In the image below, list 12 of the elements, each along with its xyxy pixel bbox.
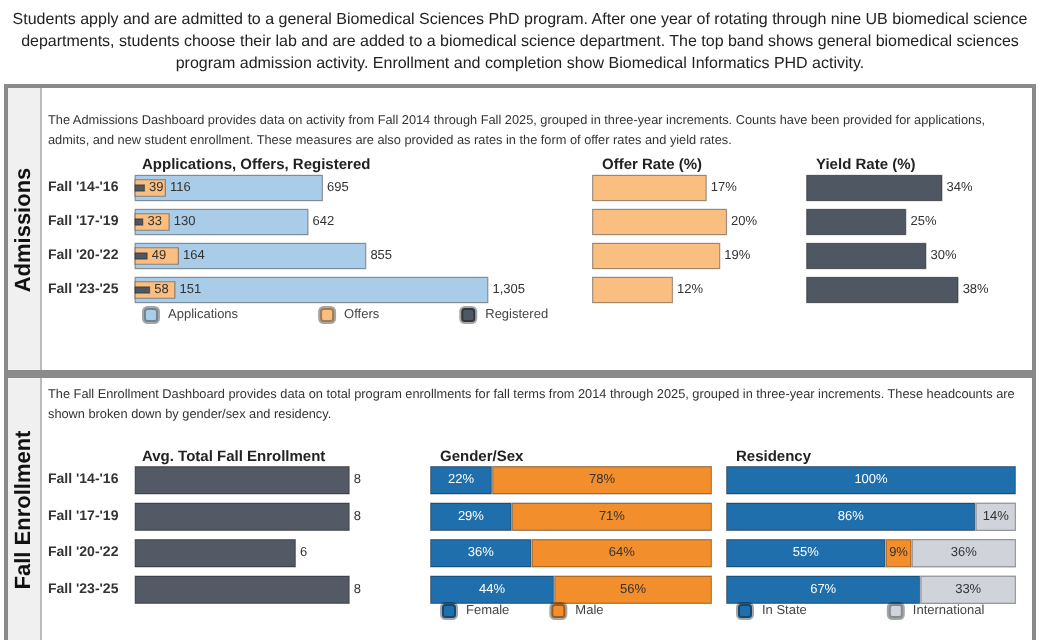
bar (806, 276, 959, 304)
bar (726, 466, 1016, 495)
bar (592, 208, 728, 236)
bar (806, 174, 943, 202)
text: Admissions (12, 166, 36, 292)
bar (592, 276, 674, 304)
bar (806, 242, 927, 270)
bar (592, 242, 721, 270)
bar (806, 208, 907, 236)
text: Fall Enrollment (12, 429, 36, 589)
bar (592, 174, 707, 202)
text: Students apply and are admitted to a general Biomedical Sciences PhD program. After one year of rotating through nine UB biomedical science departments, students choose their lab and are added to a biomedical science department. The top band shows general biomedical sciences program admission activity. Enrollment and completion show Biomedical Informatics PHD activity. (10, 8, 1030, 76)
